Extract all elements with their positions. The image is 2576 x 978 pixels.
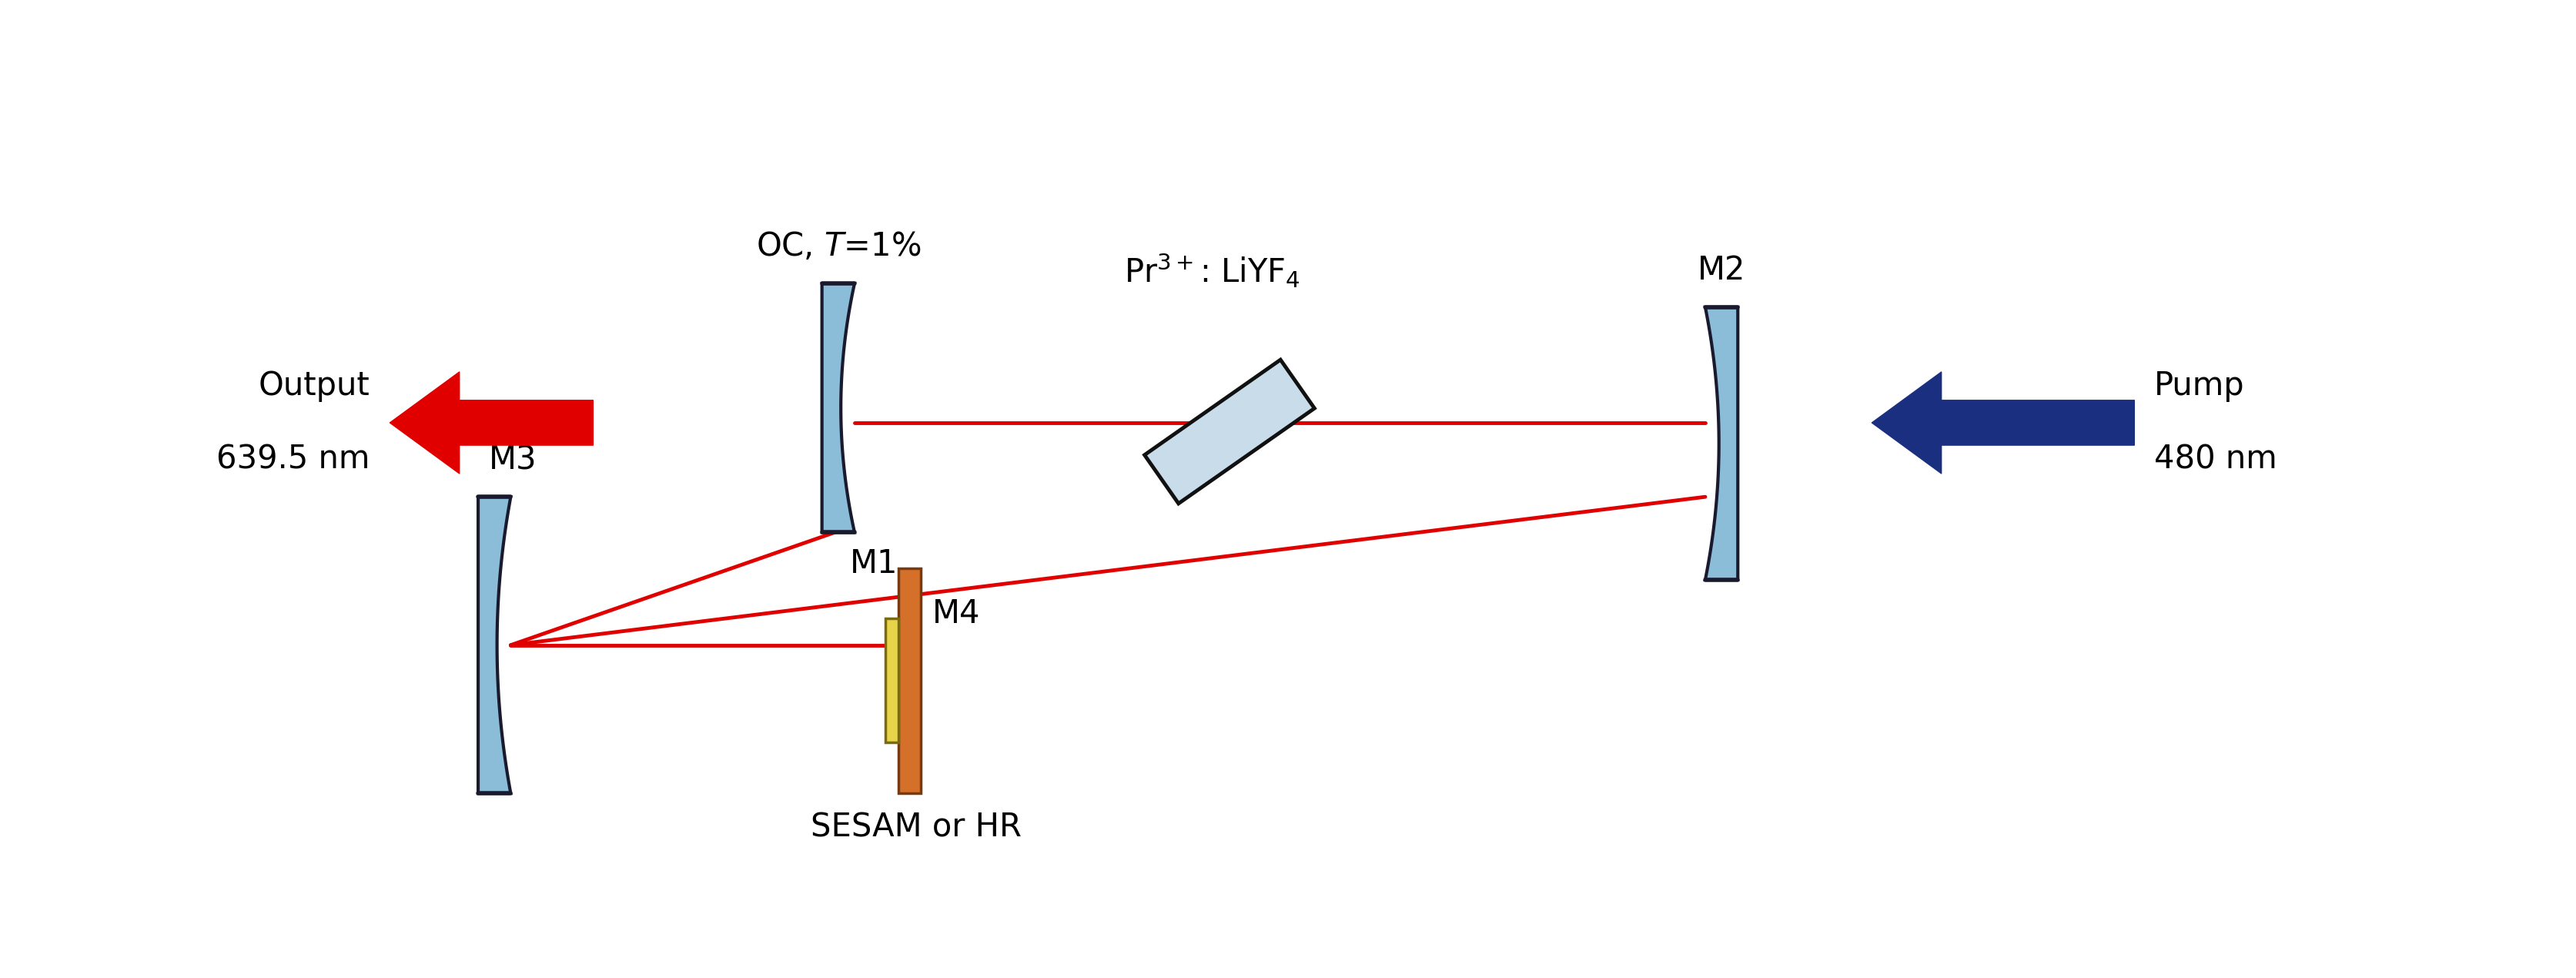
Text: 480 nm: 480 nm [2154, 443, 2277, 476]
Polygon shape [479, 497, 510, 793]
Text: M4: M4 [933, 598, 981, 630]
Polygon shape [1144, 360, 1314, 504]
Text: Pump: Pump [2154, 370, 2244, 402]
Text: M3: M3 [489, 444, 536, 476]
Bar [899, 568, 920, 793]
Text: Output: Output [258, 370, 371, 402]
Text: 639.5 nm: 639.5 nm [216, 443, 371, 476]
Text: M1: M1 [850, 548, 899, 580]
Text: SESAM or HR: SESAM or HR [811, 811, 1020, 843]
Text: M2: M2 [1698, 254, 1747, 287]
Polygon shape [822, 284, 855, 532]
Text: OC, $\mathit{T}$=1%: OC, $\mathit{T}$=1% [755, 230, 920, 263]
Bar [886, 619, 899, 742]
Polygon shape [1705, 307, 1739, 580]
Text: Pr$^{3+}$: LiYF$_4$: Pr$^{3+}$: LiYF$_4$ [1123, 251, 1301, 289]
